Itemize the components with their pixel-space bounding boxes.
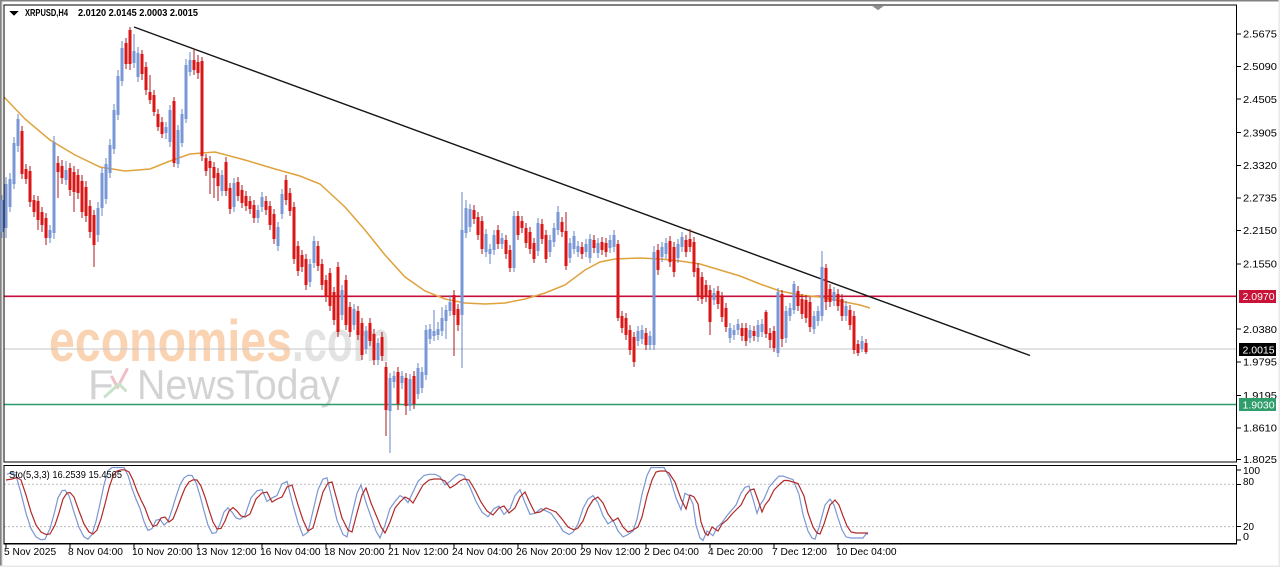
svg-text:2.0015: 2.0015: [1243, 344, 1275, 356]
svg-text:18 Nov 20:00: 18 Nov 20:00: [324, 547, 385, 558]
svg-text:16 Nov 04:00: 16 Nov 04:00: [260, 547, 321, 558]
svg-text:2.2735: 2.2735: [1243, 193, 1277, 205]
svg-text:20: 20: [1243, 521, 1254, 533]
svg-text:2.3320: 2.3320: [1243, 160, 1277, 172]
svg-text:1.9795: 1.9795: [1243, 356, 1277, 368]
svg-text:7 Dec 12:00: 7 Dec 12:00: [772, 547, 827, 558]
svg-text:0: 0: [1243, 531, 1249, 543]
svg-text:4 Dec 20:00: 4 Dec 20:00: [708, 547, 763, 558]
svg-text:29 Nov 12:00: 29 Nov 12:00: [580, 547, 641, 558]
svg-text:2.3905: 2.3905: [1243, 127, 1277, 139]
svg-text:2.2150: 2.2150: [1243, 225, 1277, 237]
svg-text:2.5675: 2.5675: [1243, 29, 1277, 41]
svg-text:21 Nov 12:00: 21 Nov 12:00: [388, 547, 449, 558]
svg-text:F: F: [88, 361, 114, 408]
svg-text:24 Nov 04:00: 24 Nov 04:00: [452, 547, 513, 558]
svg-text:100: 100: [1243, 465, 1260, 477]
svg-text:26 Nov 20:00: 26 Nov 20:00: [516, 547, 577, 558]
svg-text:NewsToday: NewsToday: [137, 361, 340, 408]
svg-text:2.0970: 2.0970: [1243, 291, 1275, 303]
svg-text:2.0380: 2.0380: [1243, 324, 1277, 336]
svg-text:10 Nov 20:00: 10 Nov 20:00: [132, 547, 193, 558]
svg-text:2.4505: 2.4505: [1243, 94, 1277, 106]
svg-text:1.8025: 1.8025: [1243, 454, 1277, 466]
svg-text:2.1550: 2.1550: [1243, 259, 1277, 271]
svg-text:1.8610: 1.8610: [1243, 423, 1277, 435]
svg-text:1.9030: 1.9030: [1243, 399, 1275, 411]
svg-text:Sto(5,3,3) 16.2539 15.4565: Sto(5,3,3) 16.2539 15.4565: [9, 469, 122, 481]
svg-text:5 Nov 2025: 5 Nov 2025: [4, 547, 56, 558]
svg-text:8 Nov 04:00: 8 Nov 04:00: [68, 547, 123, 558]
svg-text:2.0120 2.0145 2.0003 2.0015: 2.0120 2.0145 2.0003 2.0015: [78, 7, 198, 19]
svg-text:2.5090: 2.5090: [1243, 61, 1277, 73]
svg-text:80: 80: [1243, 476, 1254, 488]
svg-text:XRPUSD,H4: XRPUSD,H4: [25, 7, 68, 19]
svg-text:2 Dec 04:00: 2 Dec 04:00: [644, 547, 699, 558]
svg-text:10 Dec 04:00: 10 Dec 04:00: [836, 547, 897, 558]
svg-text:13 Nov 12:00: 13 Nov 12:00: [196, 547, 257, 558]
svg-text:economies: economies: [49, 309, 292, 374]
